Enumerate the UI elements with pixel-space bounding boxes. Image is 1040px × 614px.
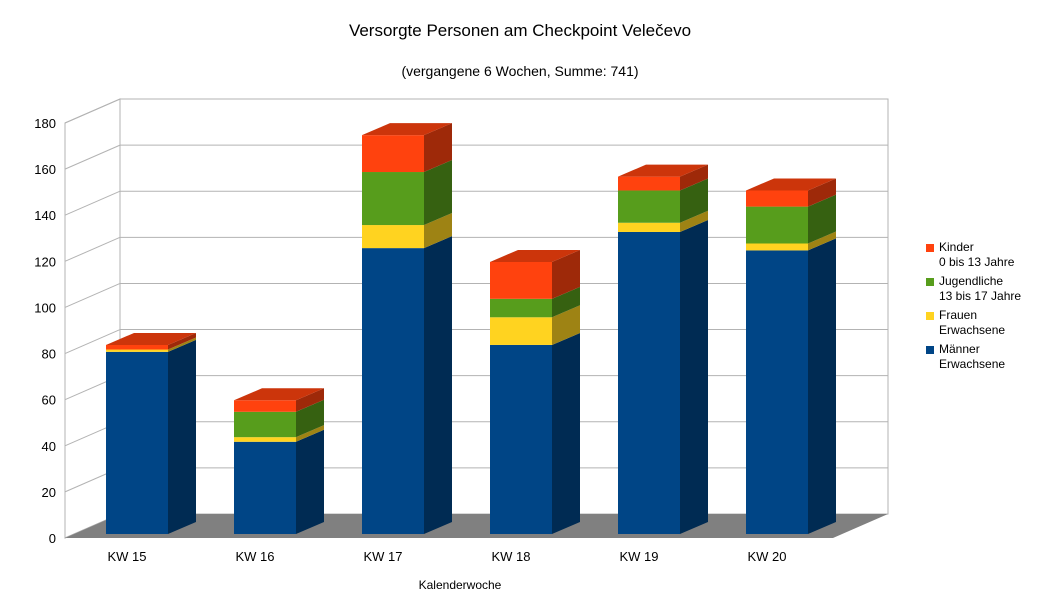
y-tick-label: 40 (42, 439, 56, 454)
legend-label-maenner: Männer Erwachsene (939, 342, 1006, 371)
bar-kw15-series0-side (168, 339, 196, 534)
bar-kw19-series2 (618, 190, 680, 223)
y-tick-label: 140 (34, 208, 56, 223)
bar-kw17-series1-side (424, 213, 452, 249)
bar-kw18-series3-top (490, 249, 580, 262)
legend-item-maenner: Männer Erwachsene (926, 342, 1036, 376)
bar-kw20-series0-side (808, 238, 836, 534)
bar-kw15-series3-side (168, 332, 196, 350)
bar-kw20-series1-side (808, 231, 836, 251)
x-tick-label: KW 19 (619, 549, 658, 564)
bar-kw20-series3-side (808, 178, 836, 207)
legend-label-kinder: Kinder 0 bis 13 Jahre (939, 240, 1015, 269)
y-tick-label: 0 (49, 531, 56, 546)
bar-kw18-series0 (490, 344, 552, 534)
legend-item-jugendliche: Jugendliche 13 bis 17 Jahre (926, 274, 1036, 308)
bar-kw17-series3-side (424, 123, 452, 173)
bar-kw16-series2 (234, 411, 296, 438)
x-axis-label: Kalenderwoche (418, 578, 502, 592)
bar-kw19-series0 (618, 231, 680, 534)
y-tick-label: 20 (42, 485, 56, 500)
y-tick-label: 180 (34, 116, 56, 131)
legend-item-kinder: Kinder 0 bis 13 Jahre (926, 240, 1036, 274)
bar-kw20-series2-side (808, 194, 836, 244)
bar-kw19-series2-side (680, 178, 708, 223)
gridline-side-140 (64, 190, 121, 216)
y-tick-label: 120 (34, 254, 56, 269)
bar-kw16-series3-side (296, 388, 324, 412)
bar-kw18-series3 (490, 261, 552, 299)
bar-kw16-series3 (234, 400, 296, 412)
bar-kw17-series0-side (424, 236, 452, 534)
bar-kw18-series1 (490, 317, 552, 345)
bar-kw19-series1-side (680, 210, 708, 232)
bar-kw20-series0 (746, 250, 808, 534)
bar-kw15-series1 (106, 349, 168, 352)
bar-kw16-series0 (234, 441, 296, 534)
bar-kw16-series2-side (296, 399, 324, 438)
bar-kw19-series3-top (618, 164, 708, 177)
bar-kw17-series2-side (424, 160, 452, 226)
bar-kw18-series3-side (552, 249, 580, 299)
bar-kw19-series0-side (680, 219, 708, 534)
bar-kw18-series2 (490, 298, 552, 318)
x-tick-label: KW 17 (363, 549, 402, 564)
bar-kw18-series1-side (552, 305, 580, 345)
bar-kw15-series3-top (106, 332, 196, 345)
legend-swatch-maenner (926, 346, 934, 354)
legend-item-frauen: Frauen Erwachsene (926, 308, 1036, 342)
bar-kw17-series1 (362, 225, 424, 249)
bar-kw20-series3 (746, 190, 808, 207)
bar-kw16-series1 (234, 437, 296, 442)
bar-kw20-series2 (746, 206, 808, 244)
x-tick-label: KW 15 (107, 549, 146, 564)
bar-kw17-series3-top (362, 123, 452, 136)
bar-kw17-series3 (362, 135, 424, 173)
x-tick-label: KW 18 (491, 549, 530, 564)
gridline-side-160 (64, 144, 121, 170)
bar-kw19-series3 (618, 176, 680, 191)
bar-kw19-series1 (618, 222, 680, 232)
bar-kw15-series3 (106, 344, 168, 350)
legend-label-frauen: Frauen Erwachsene (939, 308, 1006, 337)
legend-swatch-frauen (926, 312, 934, 320)
bar-kw15-series0 (106, 351, 168, 534)
legend: Kinder 0 bis 13 Jahre Jugendliche 13 bis… (926, 240, 1036, 376)
legend-label-jugendliche: Jugendliche 13 bis 17 Jahre (939, 274, 1022, 303)
chart-title: Versorgte Personen am Checkpoint Velečev… (348, 21, 692, 40)
gridline-side-100 (64, 282, 121, 308)
x-tick-label: KW 16 (235, 549, 274, 564)
bar-kw17-series0 (362, 248, 424, 534)
bar-kw16-series3-top (234, 388, 324, 401)
bar-kw20-series1 (746, 243, 808, 251)
bar-kw17-series2 (362, 172, 424, 226)
bar-kw20-series3-top (746, 178, 836, 191)
legend-swatch-jugendliche (926, 278, 934, 286)
bar-kw18-series0-side (552, 332, 580, 534)
bar-kw16-series1-side (296, 425, 324, 442)
bar-kw18-series2-side (552, 286, 580, 318)
bar-kw16-series0-side (296, 429, 324, 534)
gridline-side-180 (64, 98, 121, 124)
y-tick-label: 160 (34, 162, 56, 177)
gridline-side-120 (64, 236, 121, 262)
bar-kw19-series3-side (680, 164, 708, 191)
chart-subtitle: (vergangene 6 Wochen, Summe: 741) (401, 63, 639, 79)
y-tick-label: 80 (42, 347, 56, 362)
y-tick-label: 100 (34, 300, 56, 315)
legend-swatch-kinder (926, 244, 934, 252)
gridline-side-80 (64, 329, 121, 355)
y-tick-label: 60 (42, 393, 56, 408)
bar-kw15-series1-side (168, 337, 196, 352)
x-tick-label: KW 20 (747, 549, 786, 564)
